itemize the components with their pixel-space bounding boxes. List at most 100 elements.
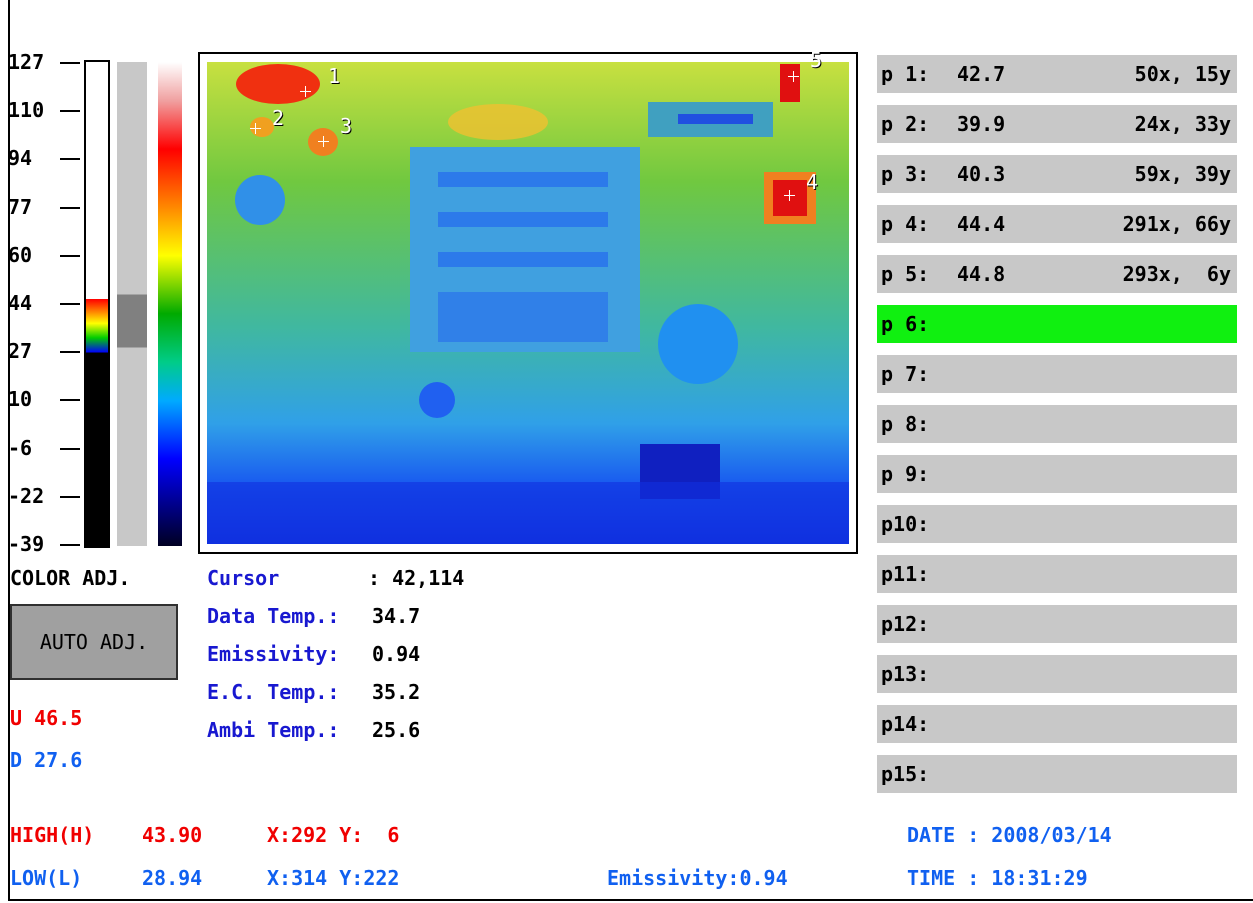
point-label: p10: (881, 512, 929, 536)
scale-label: 94 (8, 146, 32, 170)
point-label: p 2: (881, 112, 929, 136)
scale-tick (60, 207, 80, 209)
thermal-view (198, 52, 860, 555)
info-label: Emissivity: (207, 642, 339, 666)
scale-tick (60, 544, 80, 546)
marker-cross (305, 86, 306, 97)
scale-tick (60, 110, 80, 112)
scale-tick (60, 399, 80, 401)
point-label: p 8: (881, 412, 929, 436)
marker-label: 4 (806, 170, 818, 194)
marker-cross (323, 136, 324, 147)
low-position: X:314 Y:222 (267, 866, 399, 890)
scale-tick (60, 448, 80, 450)
point-coords: 291x, 66y (1123, 212, 1231, 236)
time: TIME : 18:31:29 (907, 866, 1088, 890)
marker-label: 3 (340, 114, 352, 138)
scale-label: 60 (8, 243, 32, 267)
point-coords: 293x, 6y (1123, 262, 1231, 286)
scale-tick (60, 303, 80, 305)
date: DATE : 2008/03/14 (907, 823, 1112, 847)
point-value: 44.8 (957, 262, 1005, 286)
point-row: p13: (877, 655, 1237, 693)
point-label: p 5: (881, 262, 929, 286)
point-label: p13: (881, 662, 929, 686)
high-position: X:292 Y: 6 (267, 823, 399, 847)
low-label: LOW(L) (10, 866, 82, 890)
point-label: p 6: (881, 312, 929, 336)
auto-adj-button[interactable]: AUTO ADJ. (10, 604, 178, 680)
point-row: p 5: 44.8 293x, 6y (877, 255, 1237, 293)
scale-tick (60, 158, 80, 160)
info-label: Data Temp.: (207, 604, 339, 628)
point-value: 40.3 (957, 162, 1005, 186)
point-label: p11: (881, 562, 929, 586)
point-row: p 7: (877, 355, 1237, 393)
info-label: E.C. Temp.: (207, 680, 339, 704)
point-label: p14: (881, 712, 929, 736)
point-label: p 4: (881, 212, 929, 236)
point-value: 39.9 (957, 112, 1005, 136)
upper-limit: U 46.5 (10, 706, 82, 730)
info-value: 25.6 (372, 718, 420, 742)
point-row: p 3: 40.3 59x, 39y (877, 155, 1237, 193)
point-coords: 59x, 39y (1135, 162, 1231, 186)
point-row: p15: (877, 755, 1237, 793)
point-label: p 1: (881, 62, 929, 86)
info-value: 34.7 (372, 604, 420, 628)
point-row: p 1: 42.7 50x, 15y (877, 55, 1237, 93)
scale-tick (60, 255, 80, 257)
marker-label: 2 (272, 106, 284, 130)
point-row: p 4: 44.4 291x, 66y (877, 205, 1237, 243)
point-label: p 9: (881, 462, 929, 486)
point-row: p12: (877, 605, 1237, 643)
scale-label: 127 (8, 50, 44, 74)
scale-tick (60, 62, 80, 64)
scale-tick (60, 351, 80, 353)
level-bar (117, 62, 147, 546)
point-row: p14: (877, 705, 1237, 743)
scale-label: 27 (8, 339, 32, 363)
palette-bar (158, 62, 182, 546)
scale-label: 77 (8, 195, 32, 219)
scale-label: -22 (8, 484, 44, 508)
marker-cross (255, 123, 256, 134)
low-value: 28.94 (142, 866, 202, 890)
scale-tick (60, 496, 80, 498)
point-label: p12: (881, 612, 929, 636)
lower-limit: D 27.6 (10, 748, 82, 772)
color-adj-label: COLOR ADJ. (10, 566, 130, 590)
high-value: 43.90 (142, 823, 202, 847)
marker-label: 5 (810, 48, 822, 72)
info-value: 35.2 (372, 680, 420, 704)
range-bar (84, 60, 110, 548)
point-row: p 8: (877, 405, 1237, 443)
scale-label: -39 (8, 532, 44, 556)
info-value: 0.94 (372, 642, 420, 666)
point-value: 42.7 (957, 62, 1005, 86)
point-row: p 6: (877, 305, 1237, 343)
scale-label: 110 (8, 98, 44, 122)
point-value: 44.4 (957, 212, 1005, 236)
point-label: p15: (881, 762, 929, 786)
marker-cross (793, 71, 794, 82)
screen: 127 110 94 77 60 44 27 10 -6 -22 -39 1 2 3 4 5 p 1: 42.… (0, 0, 1253, 903)
point-label: p 7: (881, 362, 929, 386)
info-label: Cursor (207, 566, 279, 590)
point-row: p 9: (877, 455, 1237, 493)
marker-label: 1 (328, 64, 340, 88)
point-coords: 50x, 15y (1135, 62, 1231, 86)
scale-label: 44 (8, 291, 32, 315)
info-value: : 42,114 (368, 566, 464, 590)
point-row: p11: (877, 555, 1237, 593)
point-coords: 24x, 33y (1135, 112, 1231, 136)
marker-cross (789, 190, 790, 201)
status-emissivity: Emissivity:0.94 (607, 866, 788, 890)
bottom-border (8, 899, 1253, 901)
info-label: Ambi Temp.: (207, 718, 339, 742)
high-label: HIGH(H) (10, 823, 94, 847)
scale-label: 10 (8, 387, 32, 411)
point-label: p 3: (881, 162, 929, 186)
scale-label: -6 (8, 436, 32, 460)
point-row: p10: (877, 505, 1237, 543)
